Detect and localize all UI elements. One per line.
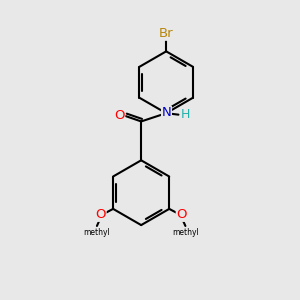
Text: H: H <box>180 108 190 121</box>
Text: methyl: methyl <box>172 228 200 237</box>
Text: methyl: methyl <box>83 228 110 237</box>
Text: O: O <box>95 208 106 221</box>
Text: Br: Br <box>158 27 173 40</box>
Text: O: O <box>114 109 124 122</box>
Text: O: O <box>176 208 187 221</box>
Text: N: N <box>162 106 171 119</box>
